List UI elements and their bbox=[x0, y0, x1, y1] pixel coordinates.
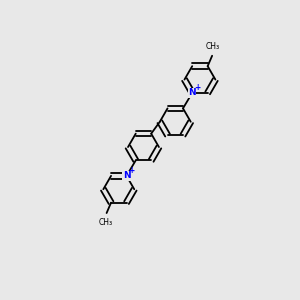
Text: +: + bbox=[129, 166, 135, 175]
Text: N: N bbox=[188, 88, 196, 98]
Text: +: + bbox=[194, 83, 201, 92]
Text: CH₃: CH₃ bbox=[99, 218, 113, 227]
Text: CH₃: CH₃ bbox=[206, 42, 220, 51]
Text: N: N bbox=[123, 171, 130, 180]
